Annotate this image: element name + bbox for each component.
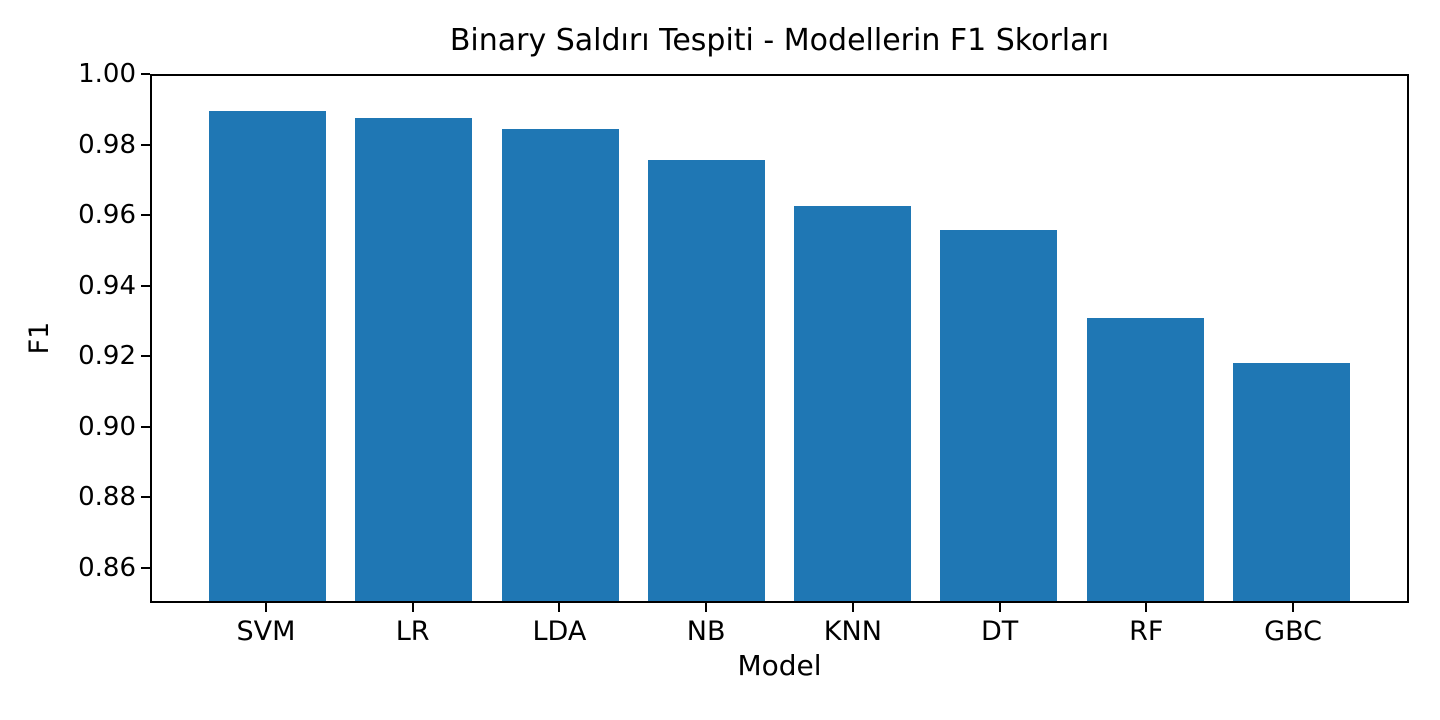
y-tick-mark [141, 496, 150, 499]
x-tick-mark [851, 603, 854, 612]
chart-title: Binary Saldırı Tespiti - Modellerin F1 S… [449, 23, 1110, 58]
x-axis-label: Model [737, 649, 822, 682]
bar-lda [501, 128, 619, 601]
x-tick-label: LDA [532, 616, 587, 647]
x-tick-mark [1145, 603, 1148, 612]
bar-gbc [1232, 363, 1350, 601]
y-tick-label: 0.92 [78, 341, 136, 372]
y-tick-mark [141, 284, 150, 287]
y-tick-mark [141, 425, 150, 428]
y-tick-label: 0.88 [78, 482, 136, 513]
y-tick-mark [141, 214, 150, 217]
y-tick-mark [141, 143, 150, 146]
bar-rf [1086, 317, 1204, 601]
y-tick-mark [141, 73, 150, 75]
x-tick-label: KNN [823, 616, 882, 647]
x-tick-mark [264, 603, 267, 612]
x-tick-label: NB [686, 616, 726, 647]
y-tick-mark [141, 566, 150, 569]
y-tick-label: 0.94 [78, 270, 136, 301]
y-tick-label: 0.98 [78, 129, 136, 160]
x-tick-mark [998, 603, 1001, 612]
x-tick-label: SVM [236, 616, 296, 647]
bar-dt [940, 230, 1058, 601]
y-tick-label: 0.86 [78, 552, 136, 583]
x-tick-mark [558, 603, 561, 612]
bar-nb [647, 160, 765, 601]
y-tick-mark [141, 355, 150, 358]
x-tick-label: LR [395, 616, 430, 647]
y-tick-label: 0.96 [78, 200, 136, 231]
y-tick-label: 0.90 [78, 411, 136, 442]
x-tick-label: DT [980, 616, 1019, 647]
x-tick-label: GBC [1264, 616, 1322, 647]
x-tick-mark [705, 603, 708, 612]
plot-area [150, 74, 1409, 603]
x-tick-mark [411, 603, 414, 612]
bar-lr [355, 118, 473, 601]
x-tick-label: RF [1129, 616, 1164, 647]
bar-svm [209, 111, 327, 601]
x-tick-mark [1292, 603, 1295, 612]
bar-knn [794, 205, 912, 601]
y-tick-label: 1.00 [78, 59, 136, 89]
